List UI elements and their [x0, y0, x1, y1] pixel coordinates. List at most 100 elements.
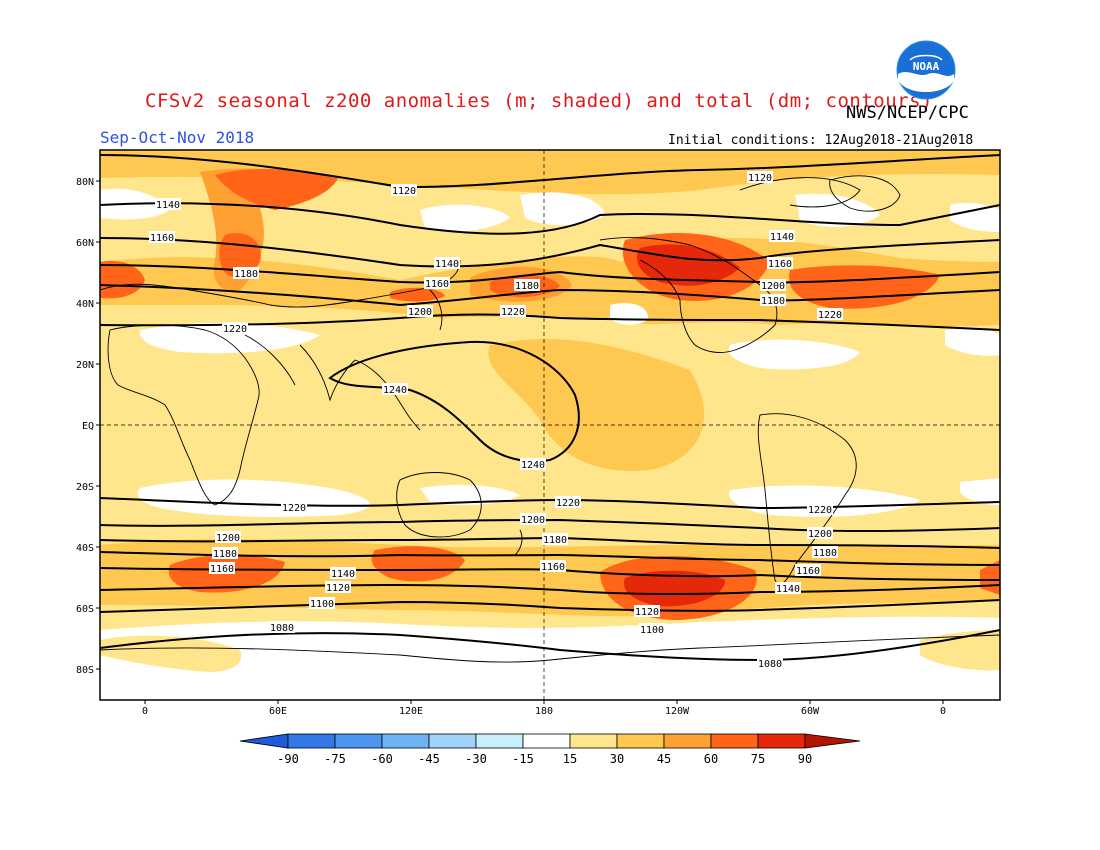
lat-label: 60S [76, 604, 94, 615]
contour-label: 1180 [514, 279, 540, 292]
contour-label-text: 1100 [310, 599, 334, 610]
colorbar-label: 60 [704, 752, 718, 766]
lon-label: 120E [399, 706, 423, 717]
agency-label: NWS/NCEP/CPC [846, 103, 969, 123]
map-gridlines [100, 150, 1000, 700]
contour-label-text: 1180 [515, 281, 539, 292]
contour-label: 1200 [407, 305, 433, 318]
contour-label-text: 1240 [383, 385, 407, 396]
contour-label: 1220 [500, 305, 526, 318]
contour-label-text: 1080 [758, 659, 782, 670]
contour-label-text: 1160 [150, 233, 174, 244]
lon-label: 0 [142, 706, 148, 717]
contour-label: 1100 [309, 597, 335, 610]
contour-label: 1120 [747, 171, 773, 184]
contour-label-text: 1140 [776, 584, 800, 595]
contour-label-text: 1120 [392, 186, 416, 197]
colorbar-swatch [428, 733, 477, 749]
longitude-axis: 0 60E 120E 180 120W 60W 0 [142, 700, 946, 717]
contour-label-text: 1200 [761, 281, 785, 292]
contour-label: 1140 [775, 582, 801, 595]
contour-label: 1120 [325, 581, 351, 594]
colorbar-swatch [334, 733, 383, 749]
contour-label-text: 1160 [210, 564, 234, 575]
colorbar-swatch [475, 733, 524, 749]
colorbar-label: 30 [610, 752, 624, 766]
colorbar-label: 45 [657, 752, 671, 766]
contour-label: 1160 [149, 231, 175, 244]
colorbar-label: 90 [798, 752, 812, 766]
contour-label: 1200 [807, 527, 833, 540]
contour-label-text: 1140 [331, 569, 355, 580]
colorbar-swatch [287, 733, 336, 749]
contour-label: 1120 [634, 605, 660, 618]
colorbar-swatch [710, 733, 759, 749]
contour-label: 1160 [767, 257, 793, 270]
contour-label: 1140 [155, 198, 181, 211]
contour-label-text: 1200 [408, 307, 432, 318]
contour-label-text: 1180 [213, 549, 237, 560]
contour-label-text: 1200 [521, 515, 545, 526]
noaa-logo-text: NOAA [913, 60, 940, 73]
colorbar-label: -15 [512, 752, 534, 766]
contour-label-text: 1200 [216, 533, 240, 544]
initial-conditions-label: Initial conditions: 12Aug2018-21Aug2018 [668, 133, 974, 148]
contour-label: 1180 [212, 547, 238, 560]
contour-label: 1220 [555, 496, 581, 509]
contour-label-text: 1120 [748, 173, 772, 184]
lat-label: 20S [76, 482, 94, 493]
contour-label-text: 1140 [770, 232, 794, 243]
contour-label-text: 1200 [808, 529, 832, 540]
colorbar: -90 -75 -60 -45 -30 -15 15 30 45 60 75 90 [239, 733, 861, 766]
contour-label: 1180 [542, 533, 568, 546]
contour-label-text: 1220 [808, 505, 832, 516]
contour-label-text: 1160 [541, 562, 565, 573]
contour-label: 1160 [795, 564, 821, 577]
contour-label-text: 1180 [813, 548, 837, 559]
contour-label: 1200 [520, 513, 546, 526]
contour-label-text: 1080 [270, 623, 294, 634]
contour-label: 1220 [222, 322, 248, 335]
contour-label: 1080 [757, 657, 783, 670]
noaa-logo: NOAA [896, 40, 956, 100]
lon-label: 0 [940, 706, 946, 717]
contour-label: 1140 [330, 567, 356, 580]
colorbar-label: 75 [751, 752, 765, 766]
lon-label: 180 [535, 706, 553, 717]
colorbar-label: -45 [418, 752, 440, 766]
contour-label: 1160 [540, 560, 566, 573]
contour-label: 1120 [391, 184, 417, 197]
contour-label: 1180 [760, 294, 786, 307]
contour-label: 1140 [769, 230, 795, 243]
lat-label: 80N [76, 177, 94, 188]
contour-label-text: 1100 [640, 625, 664, 636]
contour-label: 1100 [639, 623, 665, 636]
lat-label: 40S [76, 543, 94, 554]
season-label: Sep-Oct-Nov 2018 [100, 128, 255, 147]
contour-label: 1160 [424, 277, 450, 290]
contour-label-text: 1220 [818, 310, 842, 321]
contour-label-text: 1160 [768, 259, 792, 270]
contour-label: 1240 [520, 458, 546, 471]
contour-label: 1140 [434, 257, 460, 270]
contour-label-text: 1220 [282, 503, 306, 514]
lon-label: 60E [269, 706, 287, 717]
colorbar-arrow-high [804, 733, 861, 749]
contour-label-text: 1160 [796, 566, 820, 577]
contour-label: 1240 [382, 383, 408, 396]
lon-label: 60W [801, 706, 820, 717]
lat-label: 60N [76, 238, 94, 249]
contour-label-text: 1140 [156, 200, 180, 211]
colorbar-label: -60 [371, 752, 393, 766]
contour-label: 1180 [812, 546, 838, 559]
contour-label: 1200 [760, 279, 786, 292]
colorbar-swatch [569, 733, 618, 749]
lat-label: 40N [76, 299, 94, 310]
contour-label-text: 1220 [223, 324, 247, 335]
contour-label-text: 1180 [234, 269, 258, 280]
lat-label: 20N [76, 360, 94, 371]
colorbar-label: -30 [465, 752, 487, 766]
contour-label: 1180 [233, 267, 259, 280]
contour-labels: 1120 1120 1140 1140 1160 1140 1160 1180 1160 1180… [149, 171, 843, 670]
